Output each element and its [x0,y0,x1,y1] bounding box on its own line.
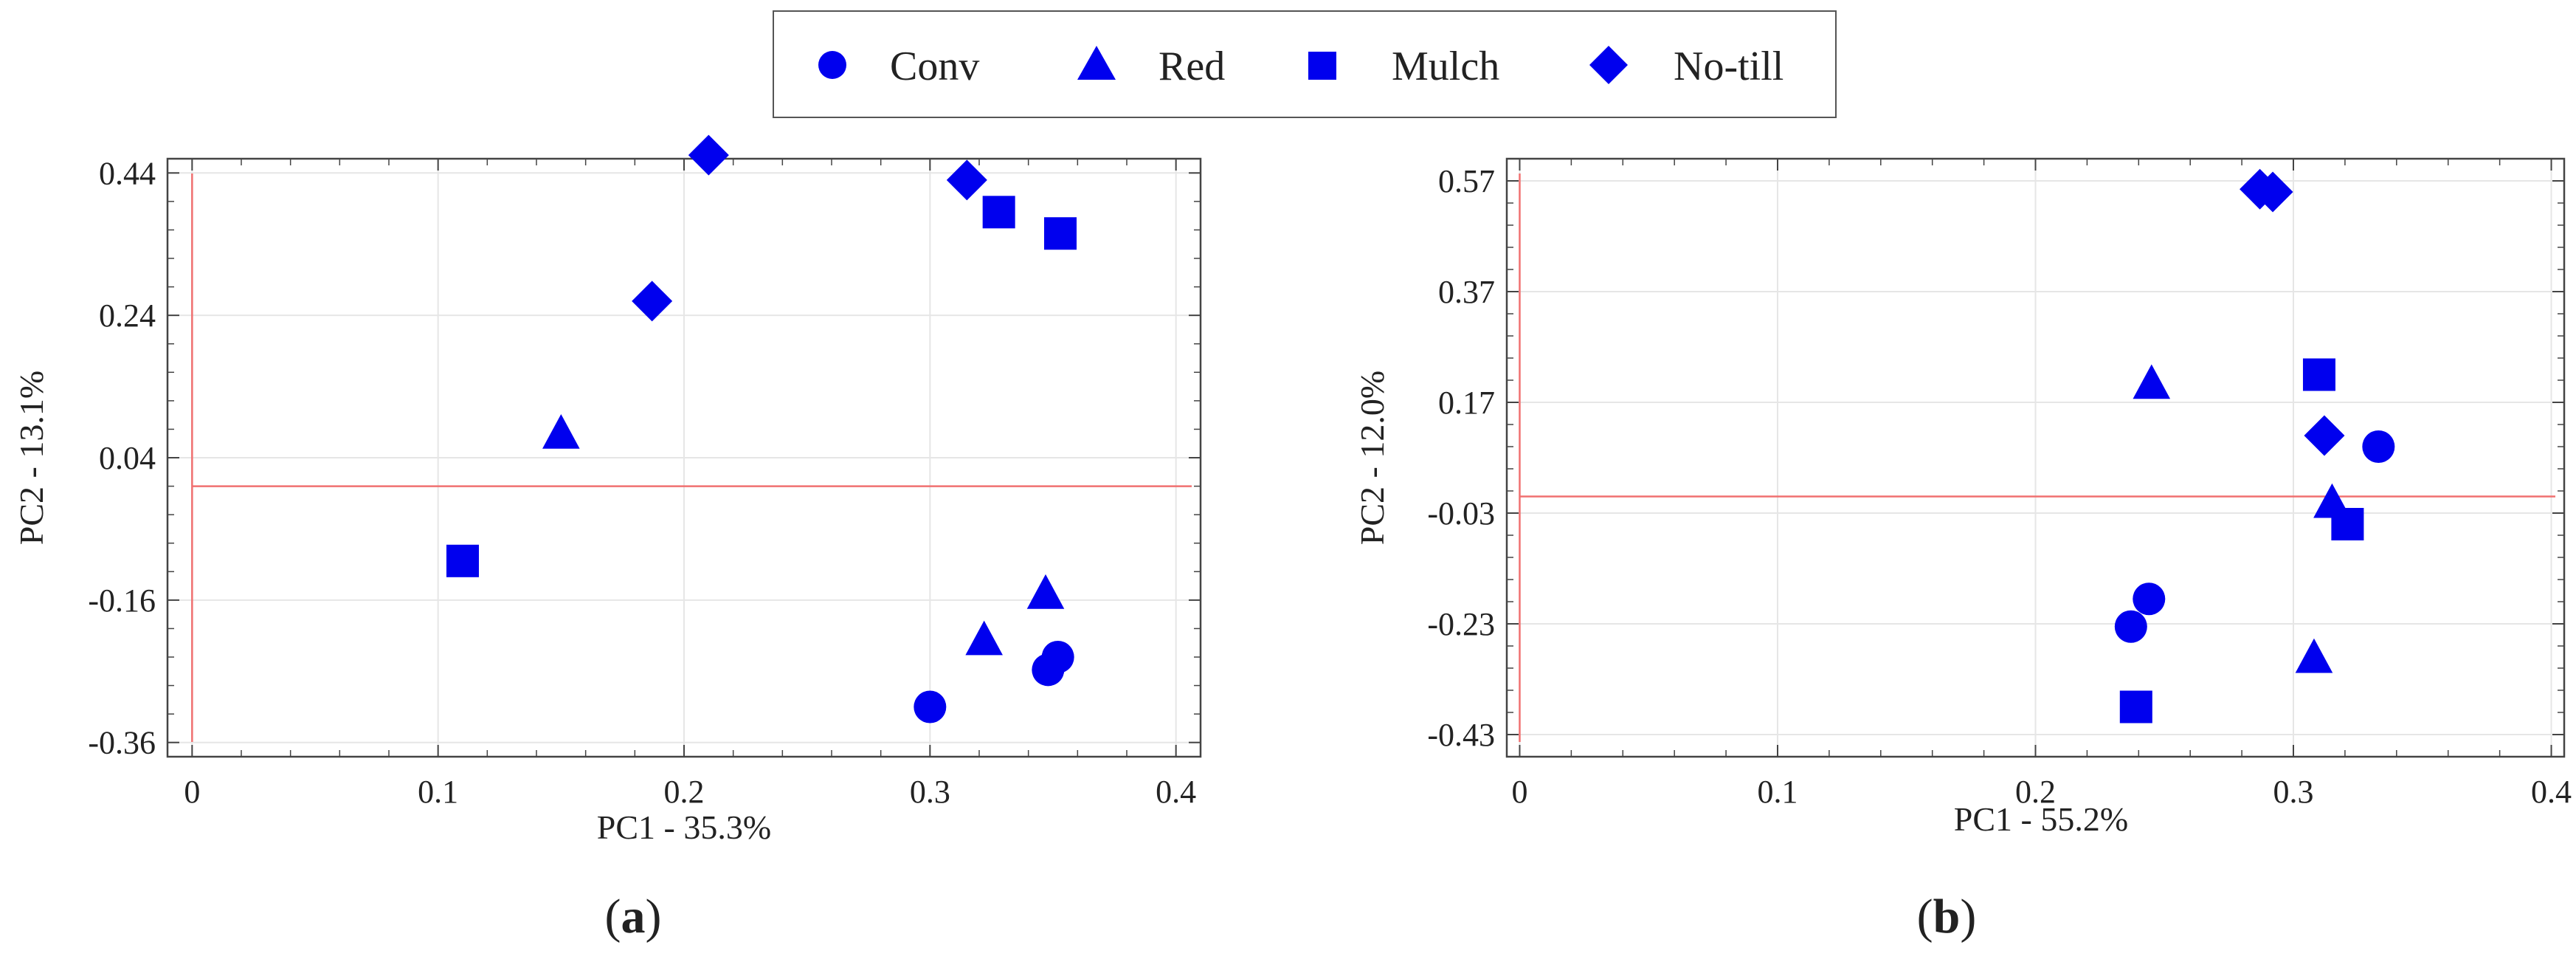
y-tick-label: 0.17 [1438,385,1495,421]
legend-item-conv: Conv [818,44,979,89]
red-triangle-point [2295,638,2333,673]
legend-marker-square [1308,52,1336,80]
grid [1507,159,2564,757]
mulch-square-point [2302,358,2335,391]
mulch-square-point [982,196,1015,229]
points [446,134,1077,723]
legend-label: Mulch [1392,44,1499,89]
legend-label: No-till [1674,44,1783,89]
y-tick-label: -0.43 [1427,717,1495,753]
ticks: 0 0.1 0.2 0.3 0.4 -0.36 -0.16 0.04 0.24 0.44 [88,155,1201,810]
panel-letter: b [1933,890,1961,943]
panel-a: 0 0.1 0.2 0.3 0.4 -0.36 -0.16 0.04 0.24 0.44 PC1 … [13,134,1202,943]
y-tick-label: 0.37 [1438,274,1495,310]
no-till-diamond-point [946,159,987,201]
red-triangle-point [542,413,580,449]
x-axis-label: PC1 - 55.2% [1954,800,2128,838]
legend-item-red: Red [1077,44,1225,89]
legend-marker-circle [818,51,846,79]
y-tick-label: -0.16 [88,582,156,619]
y-tick-label: -0.03 [1427,495,1495,532]
no-till-diamond-point [2252,171,2293,213]
y-tick-label: 0.57 [1438,163,1495,199]
no-till-diamond-point [688,134,729,176]
conv-circle-point [2133,582,2166,616]
panel-label: (a) [605,890,662,943]
panel-b: 0 0.1 0.2 0.3 0.4 -0.43 -0.23 -0.03 0.17 0.37 0.57… [1353,157,2572,943]
reference-lines [1519,173,2555,742]
legend-box [773,10,1837,118]
red-triangle-point [2133,364,2171,399]
y-tick-label: 0.44 [99,155,156,191]
x-tick-label: 0.1 [1757,774,1798,810]
x-tick-label: 0 [184,774,200,810]
no-till-diamond-point [632,281,673,322]
red-triangle-point [1026,574,1065,609]
x-axis-label: PC1 - 35.3% [597,808,771,846]
mulch-square-point [2119,690,2152,723]
conv-circle-point [1041,641,1074,673]
conv-circle-point [914,690,947,723]
x-tick-label: 0.2 [664,774,705,810]
red-triangle-point [965,620,1003,656]
y-tick-label: -0.23 [1427,606,1495,642]
x-tick-label: 0.2 [2015,774,2056,810]
x-tick-label: 0.4 [2531,774,2572,810]
y-axis-label: PC2 - 13.1% [13,371,50,545]
legend-marker-triangle [1077,46,1116,80]
legend: Conv Red Mulch No-till [773,10,1837,118]
y-tick-label: 0.04 [99,440,156,476]
legend-label: Red [1158,44,1225,89]
mulch-square-point [2331,508,2364,540]
legend-item-mulch: Mulch [1308,44,1499,89]
mulch-square-point [1044,217,1077,250]
x-tick-label: 0.4 [1156,774,1196,810]
legend-item-no-till: No-till [1589,44,1783,89]
x-tick-label: 0.3 [2273,774,2314,810]
no-till-diamond-point [2304,415,2345,456]
panel-letter: a [621,890,646,943]
panel-label: (b) [1917,890,1977,943]
x-tick-label: 0 [1511,774,1527,810]
ticks: 0 0.1 0.2 0.3 0.4 -0.43 -0.23 -0.03 0.17 0.37 0.57 [1427,159,2572,810]
mulch-square-point [446,544,479,577]
reference-lines [191,173,1192,742]
x-tick-label: 0.3 [910,774,950,810]
legend-label: Conv [890,44,979,89]
conv-circle-point [2362,430,2395,463]
y-axis-label: PC2 - 12.0% [1353,371,1391,545]
points [2114,168,2395,723]
x-tick-label: 0.1 [418,774,458,810]
y-tick-label: 0.24 [99,298,156,334]
legend-marker-diamond [1589,46,1628,84]
conv-circle-point [2114,610,2147,643]
y-tick-label: -0.36 [88,725,156,761]
